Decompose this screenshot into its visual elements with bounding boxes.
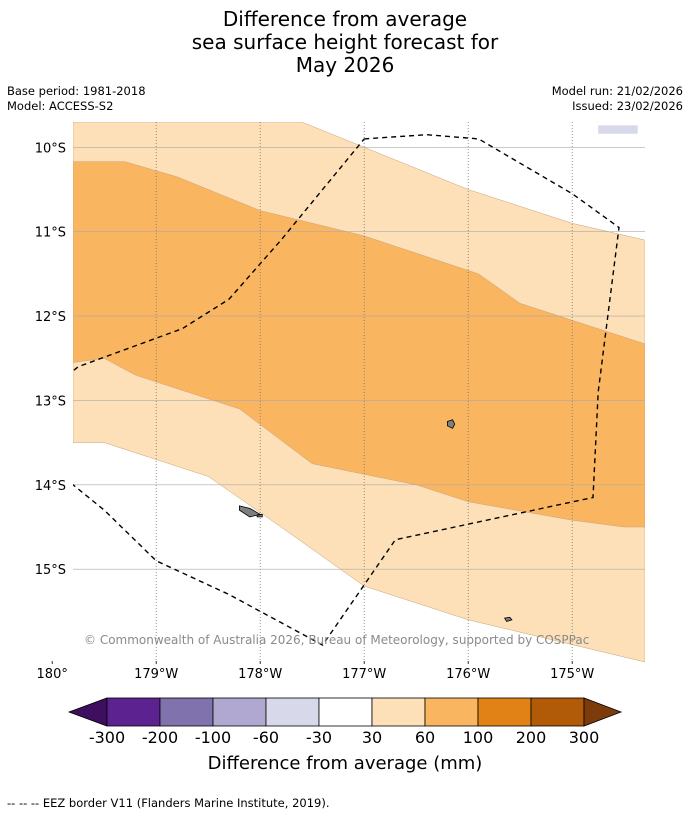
- region-3: [73, 161, 645, 528]
- colorbar-bin-1: [106, 697, 161, 727]
- issued-date: Issued: 23/02/2026: [572, 99, 683, 113]
- colorbar-label-1: -300: [88, 728, 126, 747]
- title-line-2: sea surface height forecast for: [191, 30, 499, 54]
- meta-right: Model run: 21/02/2026 Issued: 23/02/2026: [552, 84, 683, 114]
- y-tick-label-6: 15°S: [35, 563, 66, 578]
- x-axis-ticks: 180° 179°W 178°W 177°W 176°W 175°W: [37, 661, 594, 682]
- land-layer: [238, 419, 513, 622]
- colorbar-label-5: -30: [305, 728, 333, 747]
- meta-left: Base period: 1981-2018 Model: ACCESS-S2: [7, 84, 146, 114]
- colorbar-bin-9: [530, 697, 585, 727]
- colorbar-extend-high: [583, 697, 623, 727]
- colorbar-bin-2: [159, 697, 214, 727]
- island-3: [256, 513, 263, 518]
- colorbar-label-6: 30: [361, 728, 383, 747]
- shading-layer: [73, 122, 645, 662]
- copyright-notice: © Commonwealth of Australia 2026, Bureau…: [84, 633, 590, 647]
- colorbar-label-3: -100: [194, 728, 232, 747]
- y-tick-label-2: 11°S: [35, 226, 66, 241]
- island-4: [503, 616, 513, 622]
- base-period: Base period: 1981-2018: [7, 84, 146, 98]
- model-run: Model run: 21/02/2026: [551, 84, 683, 98]
- x-tick-label-6: 175°W: [550, 667, 594, 682]
- island-1: [446, 419, 456, 429]
- chart-title: Difference from average sea surface heig…: [0, 8, 690, 77]
- colorbar-label-10: 300: [568, 728, 600, 747]
- colorbar-bin-6: [371, 697, 426, 727]
- colorbar-bin-8: [477, 697, 532, 727]
- gridlines: [73, 122, 645, 662]
- colorbar-bin-3: [212, 697, 267, 727]
- x-tick-label-1: 180°: [37, 667, 68, 682]
- x-tick-label-5: 176°W: [446, 667, 490, 682]
- colorbar-bin-4: [265, 697, 320, 727]
- title-line-3: May 2026: [295, 53, 395, 77]
- colorbar-label-2: -200: [141, 728, 179, 747]
- colorbar-label-8: 100: [462, 728, 494, 747]
- map-plot: 180° 179°W 178°W 177°W 176°W 175°W 10°S 11°S 12…: [35, 122, 645, 682]
- x-tick-label-3: 178°W: [238, 667, 282, 682]
- region-1: [598, 125, 638, 134]
- model-name: Model: ACCESS-S2: [7, 99, 114, 113]
- colorbar-label-9: 200: [515, 728, 547, 747]
- y-tick-label-5: 14°S: [35, 479, 66, 494]
- colorbar-extend-low: [67, 697, 108, 727]
- y-tick-label-1: 10°S: [35, 141, 66, 156]
- island-2: [238, 505, 262, 518]
- eez-footnote: -- -- -- EEZ border V11 (Flanders Marine…: [7, 796, 330, 810]
- y-tick-label-3: 12°S: [35, 310, 66, 325]
- colorbar-bin-5: [318, 697, 373, 727]
- x-tick-label-4: 177°W: [342, 667, 386, 682]
- colorbar-label-7: 60: [414, 728, 436, 747]
- y-tick-label-4: 13°S: [35, 394, 66, 409]
- colorbar-label-4: -60: [252, 728, 280, 747]
- x-tick-label-2: 179°W: [134, 667, 178, 682]
- colorbar: [67, 697, 623, 727]
- colorbar-title: Difference from average (mm): [207, 753, 483, 774]
- title-line-1: Difference from average: [222, 7, 468, 31]
- colorbar-bin-7: [424, 697, 479, 727]
- y-axis-ticks: 10°S 11°S 12°S 13°S 14°S 15°S: [35, 141, 66, 578]
